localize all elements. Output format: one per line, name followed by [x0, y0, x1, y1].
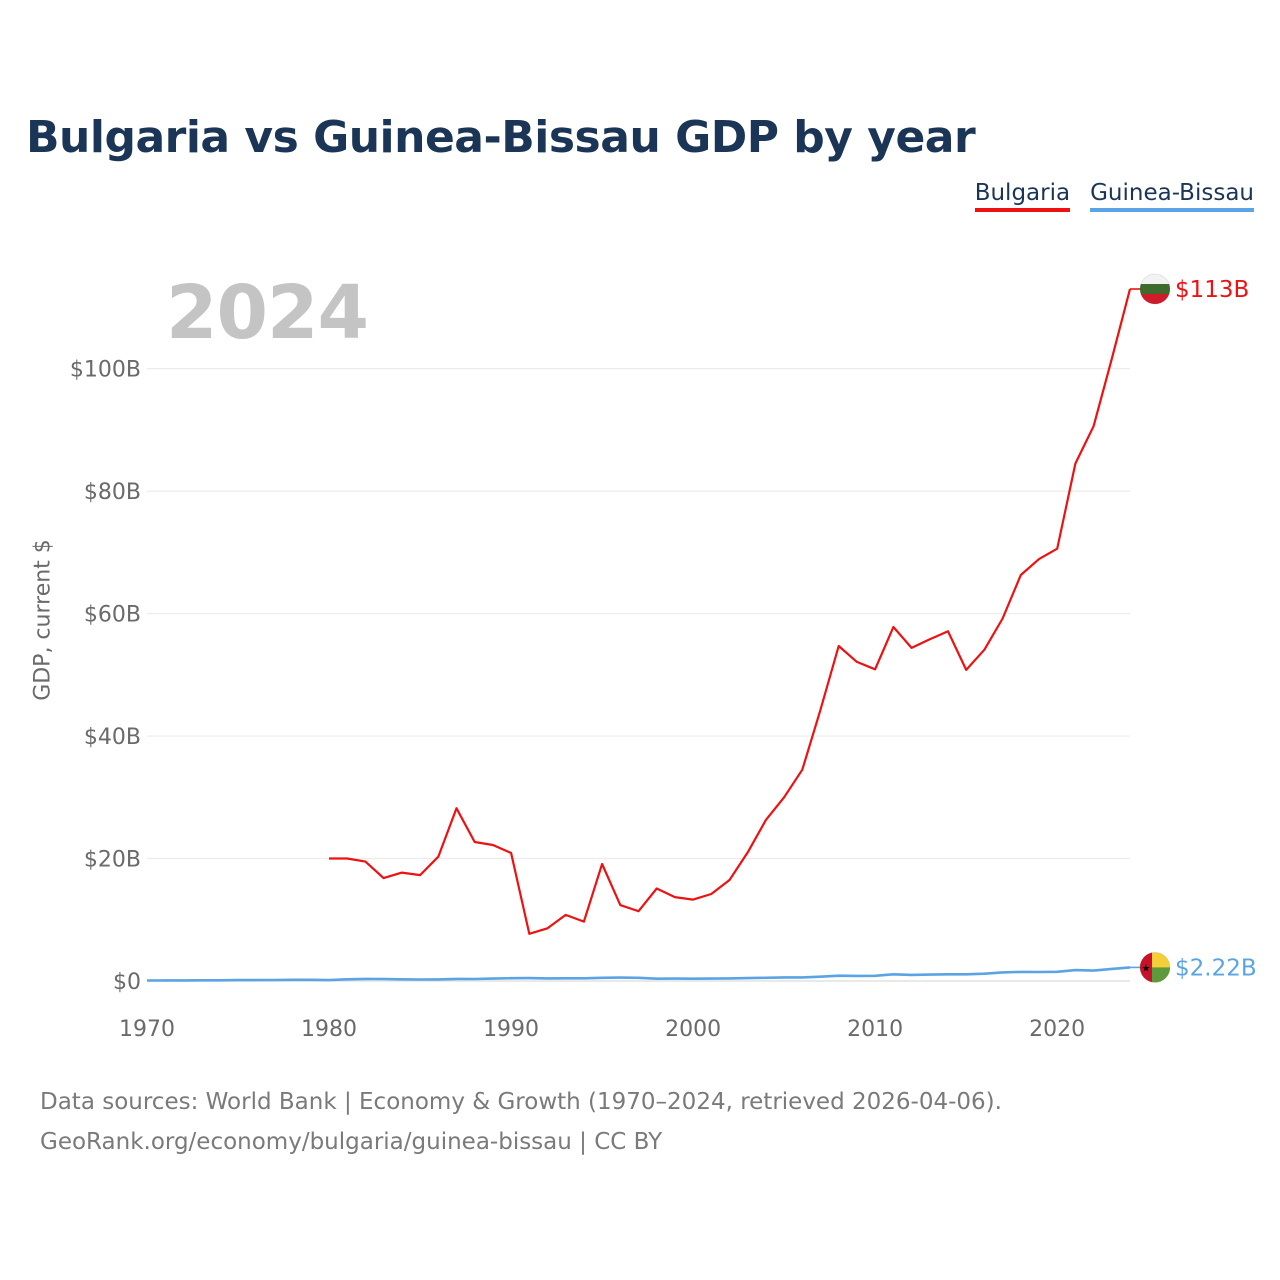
- y-tick-label: $0: [113, 970, 141, 995]
- y-tick-label: $40B: [84, 725, 141, 750]
- y-tick-label: $20B: [84, 848, 141, 873]
- end-value-label-guinea-bissau: $2.22B: [1175, 955, 1257, 981]
- x-tick-label: 1970: [119, 1017, 175, 1042]
- x-tick-label: 2000: [665, 1017, 721, 1042]
- series-lines: [146, 288, 1132, 982]
- x-tick-label: 1990: [483, 1017, 539, 1042]
- x-tick-label: 1980: [301, 1017, 357, 1042]
- y-tick-label: $60B: [84, 603, 141, 628]
- y-tick-label: $100B: [70, 358, 141, 383]
- series-line-guinea-bissau: [146, 966, 1131, 982]
- y-axis-ticks: $0 $20B $40B $60B $80B $100B: [70, 358, 141, 995]
- y-tick-label: $80B: [84, 480, 141, 505]
- x-tick-label: 2020: [1029, 1017, 1085, 1042]
- grid-lines: [147, 368, 1130, 982]
- legend: Bulgaria Guinea-Bissau: [974, 180, 1254, 212]
- current-year-label: 2024: [166, 270, 369, 356]
- source-line-1: Data sources: World Bank | Economy & Gro…: [40, 1089, 1002, 1115]
- x-tick-label: 2010: [847, 1017, 903, 1042]
- guinea-bissau-flag-icon: ★: [1139, 951, 1171, 983]
- source-note: Data sources: World Bank | Economy & Gro…: [40, 1082, 1002, 1162]
- end-markers: $113B ★ $2.22B: [1130, 273, 1257, 983]
- source-line-2[interactable]: GeoRank.org/economy/bulgaria/guinea-biss…: [40, 1129, 663, 1155]
- svg-text:★: ★: [1142, 963, 1151, 974]
- bulgaria-flag-icon: [1139, 273, 1171, 305]
- legend-item-guinea-bissau[interactable]: Guinea-Bissau: [1090, 180, 1254, 212]
- series-line-bulgaria: [329, 288, 1132, 935]
- x-axis-ticks: 1970 1980 1990 2000 2010 2020: [119, 1017, 1085, 1042]
- end-value-label-bulgaria: $113B: [1175, 277, 1249, 303]
- legend-item-bulgaria[interactable]: Bulgaria: [974, 180, 1071, 212]
- chart-title: Bulgaria vs Guinea-Bissau GDP by year: [26, 112, 976, 163]
